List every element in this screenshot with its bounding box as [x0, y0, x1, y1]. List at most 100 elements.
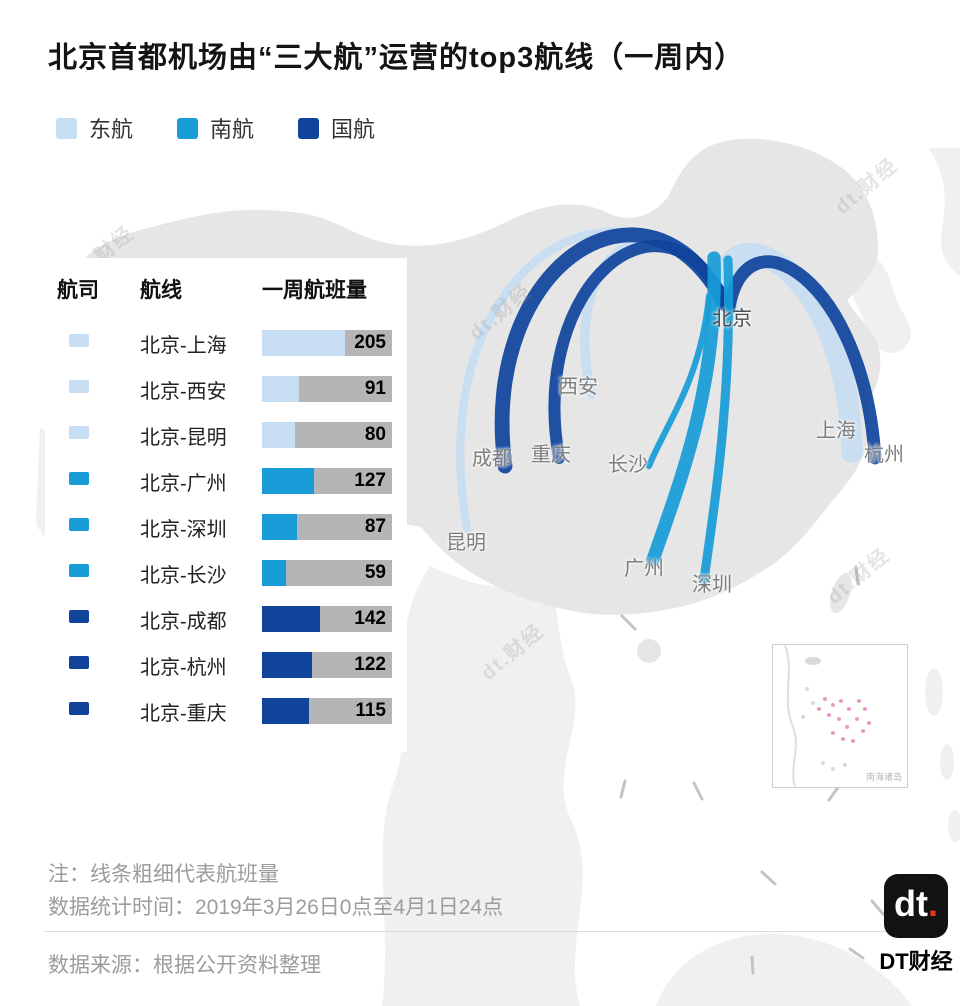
route-label: 北京-上海 — [140, 334, 227, 357]
flights-bar: 80 — [262, 422, 392, 448]
table-row: 北京-西安 91 — [57, 366, 395, 412]
land-hainan — [637, 639, 661, 663]
chart-title: 北京首都机场由“三大航”运营的top3航线（一周内） — [48, 42, 745, 74]
route-label: 北京-成都 — [140, 610, 227, 633]
flights-value: 87 — [364, 516, 386, 537]
land-borneo — [656, 934, 912, 1006]
airline-cell — [57, 334, 140, 352]
airline-color-chip — [69, 472, 89, 485]
city-label: 杭州 — [864, 444, 904, 466]
dt-logo: dt. — [884, 874, 948, 938]
route-label: 北京-西安 — [140, 380, 227, 403]
airline-cell — [57, 564, 140, 582]
airline-cell — [57, 426, 140, 444]
flights-bar: 91 — [262, 376, 392, 402]
airline-color-chip — [69, 656, 89, 669]
flights-value: 91 — [364, 378, 386, 399]
land-philippines-3 — [948, 810, 960, 842]
flights-value: 142 — [354, 608, 386, 629]
inset-label: 南海诸岛 — [865, 772, 902, 782]
flights-value: 59 — [364, 562, 386, 583]
airline-cell — [57, 518, 140, 536]
flights-bar-fill — [262, 376, 299, 402]
city-label: 广州 — [624, 558, 664, 580]
airline-color-chip — [69, 564, 89, 577]
route-label: 北京-深圳 — [140, 518, 227, 541]
flights-value: 122 — [354, 654, 386, 675]
city-label: 昆明 — [446, 532, 486, 554]
flights-bar-fill — [262, 606, 320, 632]
route-label: 北京-长沙 — [140, 564, 227, 587]
header-route: 航线 — [140, 279, 182, 302]
city-label: 上海 — [816, 420, 856, 442]
legend-swatch — [298, 117, 320, 139]
city-label: 成都 — [472, 448, 512, 470]
flights-bar-fill — [262, 330, 346, 356]
note-period: 数据统计时间：2019年3月26日0点至4月1日24点 — [48, 896, 504, 919]
legend-label: 国航 — [331, 117, 376, 142]
flights-value: 127 — [354, 470, 386, 491]
data-source: 数据来源：根据公开资料整理 — [48, 954, 321, 977]
table-row: 北京-广州 127 — [57, 458, 395, 504]
city-label: 长沙 — [608, 454, 648, 476]
flights-bar: 115 — [262, 698, 392, 724]
airline-color-chip — [69, 426, 89, 439]
flights-bar: 142 — [262, 606, 392, 632]
inset-islands — [801, 657, 847, 771]
table-row: 北京-长沙 59 — [57, 550, 395, 596]
airline-color-chip — [69, 610, 89, 623]
land-philippines-2 — [940, 744, 954, 780]
airline-cell — [57, 610, 140, 628]
flights-bar: 205 — [262, 330, 392, 356]
flights-bar-fill — [262, 698, 309, 724]
route-label: 北京-昆明 — [140, 426, 227, 449]
airline-color-chip — [69, 380, 89, 393]
table-header: 航司 航线 一周航班量 — [57, 274, 395, 304]
inset-coastline — [784, 644, 797, 788]
city-label: 深圳 — [692, 574, 732, 596]
routes-table: 航司 航线 一周航班量 北京-上海 205 北京-西安 91 北京-昆明 80 北京-广州 1… — [45, 258, 407, 752]
route-arc — [722, 255, 882, 465]
route-arc — [645, 292, 713, 470]
route-label: 北京-重庆 — [140, 702, 227, 725]
airline-cell — [57, 472, 140, 490]
header-airline: 航司 — [57, 279, 99, 302]
airline-cell — [57, 380, 140, 398]
airline-color-chip — [69, 518, 89, 531]
flights-bar: 122 — [262, 652, 392, 678]
flights-bar-fill — [262, 514, 298, 540]
airline-color-chip — [69, 334, 89, 347]
table-row: 北京-深圳 87 — [57, 504, 395, 550]
legend: 东航 南航 国航 — [56, 112, 375, 144]
legend-label: 南航 — [210, 117, 255, 142]
flights-bar-fill — [262, 468, 314, 494]
dt-logo-text: dt — [894, 883, 928, 924]
route-arc — [699, 255, 734, 585]
legend-swatch — [56, 117, 77, 139]
land-japan — [928, 148, 960, 276]
table-rows: 北京-上海 205 北京-西安 91 北京-昆明 80 北京-广州 127 北京-深圳 87 北京-… — [57, 320, 395, 734]
route-arcs — [456, 227, 882, 585]
route-label: 北京-广州 — [140, 472, 227, 495]
dt-logo-name: DT财经 — [879, 949, 953, 974]
header-volume: 一周航班量 — [262, 279, 367, 302]
legend-label: 东航 — [89, 117, 134, 142]
footer-divider — [45, 931, 915, 932]
legend-item-2: 南航 — [177, 112, 254, 144]
route-arc — [548, 240, 733, 465]
city-label: 北京 — [712, 308, 752, 330]
legend-item-1: 东航 — [56, 112, 133, 144]
airline-cell — [57, 702, 140, 720]
route-arc — [646, 251, 721, 567]
flights-value: 205 — [354, 332, 386, 353]
south-china-sea-inset: 南海诸岛 — [772, 644, 908, 788]
note-line-thickness: 注：线条粗细代表航班量 — [48, 863, 279, 886]
table-row: 北京-杭州 122 — [57, 642, 395, 688]
flights-bar-fill — [262, 422, 295, 448]
dt-logo-dot: . — [927, 883, 938, 924]
flights-bar: 127 — [262, 468, 392, 494]
land-southeast-asia — [382, 566, 583, 1006]
flights-value: 80 — [364, 424, 386, 445]
legend-item-3: 国航 — [298, 112, 375, 144]
